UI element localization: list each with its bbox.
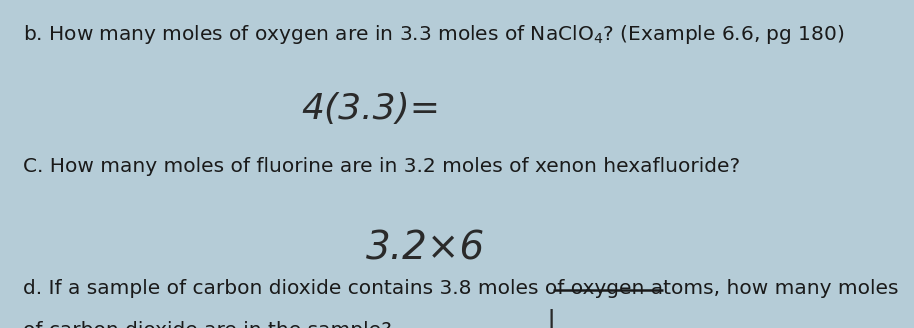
Text: |: | <box>547 308 556 328</box>
Text: of carbon dioxide are in the sample?: of carbon dioxide are in the sample? <box>23 321 391 328</box>
Text: b. How many moles of oxygen are in 3.3 moles of NaClO$_4$? (Example 6.6, pg 180): b. How many moles of oxygen are in 3.3 m… <box>23 23 845 46</box>
Text: 3.2×6: 3.2×6 <box>366 230 484 268</box>
Text: 4(3.3)=: 4(3.3)= <box>302 92 441 126</box>
Text: d. If a sample of carbon dioxide contains 3.8 moles of oxygen atoms, how many mo: d. If a sample of carbon dioxide contain… <box>23 279 898 298</box>
Text: C. How many moles of fluorine are in 3.2 moles of xenon hexafluoride?: C. How many moles of fluorine are in 3.2… <box>23 157 740 176</box>
